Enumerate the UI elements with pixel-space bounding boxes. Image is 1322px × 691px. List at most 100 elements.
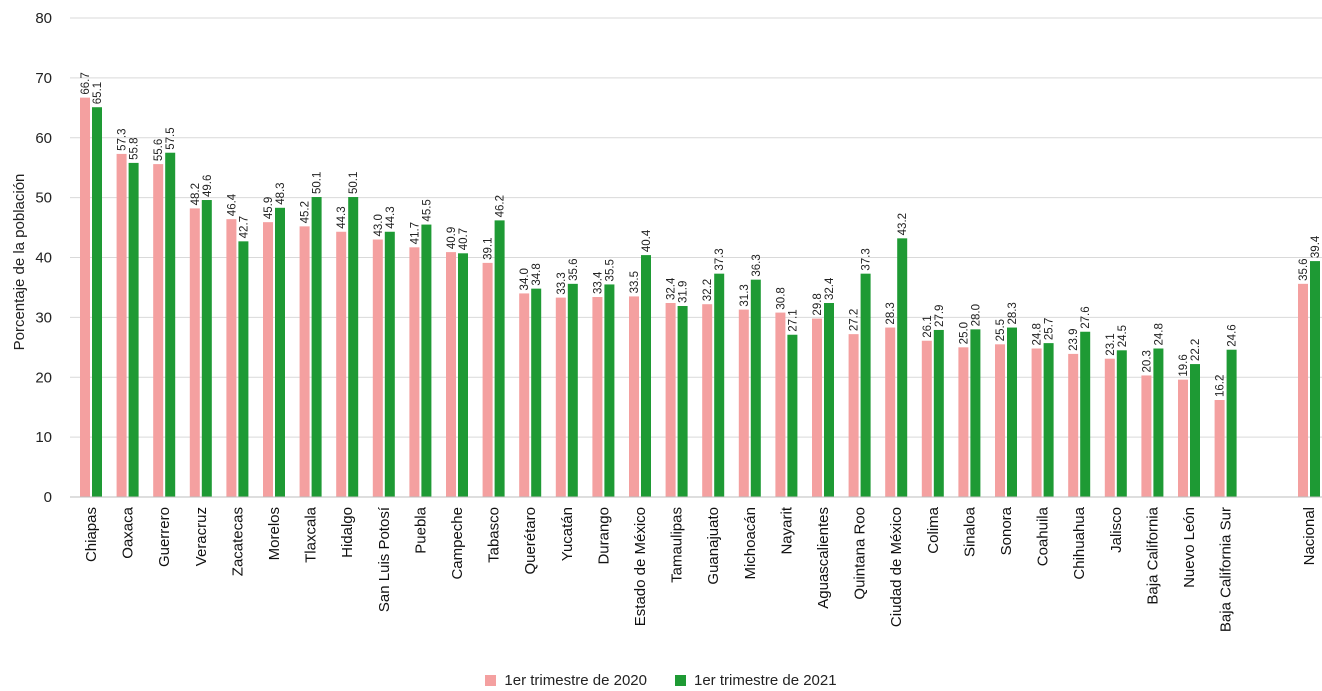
category-label: Sinaloa	[961, 506, 978, 557]
data-label: 57.5	[165, 127, 177, 149]
bar	[1153, 348, 1164, 497]
data-label: 31.9	[678, 281, 690, 303]
data-label: 23.1	[1105, 333, 1117, 355]
bar	[848, 334, 859, 497]
bar	[970, 329, 981, 497]
data-label: 35.5	[604, 259, 616, 281]
category-label: Yucatán	[559, 507, 576, 561]
category-label: Nacional	[1301, 507, 1318, 565]
data-label: 19.6	[1178, 354, 1190, 376]
bar	[201, 200, 212, 497]
category-label: Michoacán	[742, 507, 759, 580]
y-tick-label: 60	[35, 130, 52, 147]
category-label: Zacatecas	[229, 507, 246, 576]
data-label: 50.1	[348, 172, 360, 194]
data-label: 32.2	[702, 279, 714, 301]
bar	[775, 312, 786, 497]
bar	[80, 97, 90, 497]
bar	[153, 164, 164, 497]
data-label: 55.6	[153, 139, 165, 161]
category-label: Campeche	[449, 507, 466, 580]
data-label: 31.3	[739, 284, 751, 306]
data-label: 27.6	[1080, 306, 1092, 328]
bar	[1190, 364, 1200, 497]
bar	[604, 284, 615, 497]
bar	[384, 231, 395, 497]
data-label: 27.2	[849, 309, 861, 331]
bar	[458, 253, 468, 497]
data-label: 65.1	[92, 82, 104, 104]
data-label: 29.8	[812, 293, 824, 315]
data-label: 28.3	[1007, 302, 1019, 324]
bar	[629, 296, 639, 497]
data-label: 40.4	[641, 229, 653, 252]
y-tick-label: 30	[35, 309, 52, 326]
data-label: 28.3	[885, 302, 897, 324]
data-label: 24.8	[1153, 323, 1165, 345]
category-label: Sonora	[998, 506, 1015, 555]
bar	[238, 241, 249, 497]
y-tick-label: 40	[35, 250, 52, 267]
data-label: 34.8	[531, 263, 543, 285]
bar	[92, 107, 102, 498]
bar	[116, 153, 127, 497]
bar	[555, 297, 566, 497]
bar	[750, 279, 761, 497]
bar	[1178, 379, 1188, 497]
bar	[702, 304, 713, 497]
bar	[787, 334, 798, 497]
legend-label-2021: 1er trimestre de 2021	[694, 672, 837, 689]
category-label: Ciudad de México	[888, 507, 905, 627]
bar	[409, 247, 420, 497]
y-tick-label: 0	[44, 489, 52, 506]
category-label: Oaxaca	[120, 506, 137, 558]
bar	[1007, 327, 1017, 497]
data-label: 45.5	[421, 199, 433, 221]
bar	[1141, 375, 1152, 497]
bar	[128, 162, 139, 497]
legend-item-2020: 1er trimestre de 2020	[485, 672, 647, 689]
data-label: 45.2	[300, 201, 312, 223]
bar	[958, 347, 969, 497]
data-label: 23.9	[1068, 329, 1080, 351]
data-label: 33.5	[629, 271, 641, 293]
gridlines	[70, 17, 1322, 438]
category-label: Baja California Sur	[1218, 507, 1235, 632]
category-label: Nayarit	[778, 506, 795, 554]
data-label: 25.0	[958, 322, 970, 344]
data-label: 35.6	[1298, 258, 1310, 280]
category-label: Guerrero	[156, 507, 173, 567]
bar	[860, 273, 871, 497]
legend: 1er trimestre de 2020 1er trimestre de 2…	[0, 672, 1322, 689]
data-label: 24.5	[1117, 325, 1129, 347]
bar	[1080, 331, 1091, 497]
bar	[1310, 261, 1320, 497]
data-label: 48.2	[190, 183, 202, 205]
data-label: 22.2	[1190, 339, 1202, 361]
data-label: 33.4	[592, 271, 604, 294]
y-tick-label: 20	[35, 369, 52, 386]
bar	[263, 222, 273, 497]
category-label: Durango	[595, 507, 612, 565]
bar	[531, 288, 542, 497]
bars	[80, 97, 1320, 498]
bar	[641, 255, 651, 497]
data-label: 57.3	[117, 129, 129, 151]
data-label: 20.3	[1141, 350, 1153, 372]
bar	[567, 283, 578, 497]
category-label: Estado de México	[632, 507, 649, 626]
category-label: Chihuahua	[1071, 506, 1088, 579]
data-label: 45.9	[263, 197, 275, 219]
data-label: 32.4	[666, 277, 678, 300]
category-label: Aguascalientes	[815, 507, 832, 609]
category-label: Coahuila	[1035, 506, 1052, 566]
data-label: 40.9	[446, 227, 458, 249]
bar	[738, 309, 749, 497]
category-label: Morelos	[266, 507, 283, 560]
data-label: 40.7	[458, 228, 470, 250]
legend-item-2021: 1er trimestre de 2021	[675, 672, 837, 689]
data-label: 55.8	[129, 138, 141, 160]
bar	[677, 305, 688, 497]
bar	[1214, 400, 1225, 497]
